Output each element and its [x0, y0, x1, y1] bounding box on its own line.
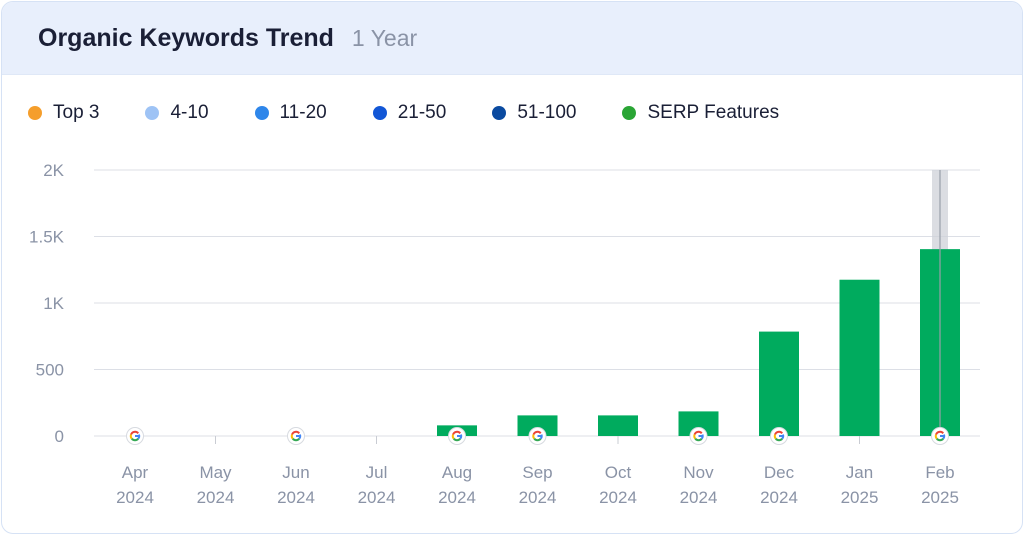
x-tick-label-year: 2024 — [116, 488, 154, 507]
x-tick-label-year: 2024 — [277, 488, 315, 507]
card-header: Organic Keywords Trend 1 Year — [2, 2, 1022, 75]
bar[interactable] — [759, 331, 799, 436]
y-tick-label: 500 — [36, 361, 64, 380]
google-icon[interactable] — [126, 427, 144, 445]
legend-dot-icon — [372, 106, 387, 120]
legend-dot-icon — [28, 106, 42, 120]
x-tick-label-month: Dec — [764, 463, 795, 482]
legend-dot-icon — [622, 106, 637, 120]
legend-label: Top 3 — [53, 102, 100, 123]
legend-item-11-20[interactable]: 11-20 — [254, 102, 327, 124]
legend-item-4-10[interactable]: 4-10 — [145, 102, 209, 124]
x-tick-label-month: Sep — [522, 463, 552, 482]
x-tick-label-year: 2024 — [760, 488, 798, 507]
x-tick-label-year: 2024 — [197, 488, 235, 507]
bar-chart: 0 500 1K 1.5K 2K Apr 2024 May 2024 Jun 2024 Jul 2024… — [29, 161, 980, 507]
google-icon[interactable] — [931, 427, 949, 445]
legend-label: 21-50 — [397, 102, 447, 123]
x-tick-label-month: Nov — [683, 463, 714, 482]
x-tick-label-month: Jun — [282, 463, 309, 482]
google-icon[interactable] — [689, 427, 708, 445]
y-tick-label: 1K — [43, 294, 64, 313]
x-tick-label-month: Aug — [442, 463, 472, 482]
chart-legend: Top 3 4-10 11-20 21-50 51-100 SERP Featu… — [28, 102, 825, 124]
x-tick-label-month: Apr — [122, 463, 149, 482]
y-tick-label: 1.5K — [29, 228, 65, 247]
bar[interactable] — [598, 415, 638, 436]
legend-item-21-50[interactable]: 21-50 — [372, 102, 447, 124]
legend-dot-icon — [492, 106, 507, 120]
legend-item-serp-features[interactable]: SERP Features — [622, 102, 779, 124]
card-title: Organic Keywords Trend — [38, 23, 334, 52]
bar[interactable] — [839, 279, 880, 436]
legend-label: 4-10 — [170, 102, 209, 123]
google-icon[interactable] — [528, 427, 547, 445]
x-tick-label-month: Oct — [605, 463, 632, 482]
period-label[interactable]: 1 Year — [351, 24, 418, 51]
legend-item-51-100[interactable]: 51-100 — [492, 102, 576, 124]
x-tick-label-year: 2024 — [680, 488, 718, 507]
x-tick-label-month: Jul — [366, 463, 388, 482]
y-tick-label: 0 — [55, 427, 64, 446]
x-tick-label-year: 2024 — [438, 488, 476, 507]
x-tick-label-month: Jan — [846, 463, 873, 482]
google-icon[interactable] — [448, 427, 466, 445]
google-icon[interactable] — [287, 427, 305, 445]
legend-label: SERP Features — [647, 102, 780, 123]
x-tick-label-month: Feb — [925, 463, 954, 482]
y-tick-label: 2K — [43, 161, 64, 180]
legend-item-top3[interactable]: Top 3 — [28, 102, 99, 124]
x-tick-label-month: May — [199, 463, 232, 482]
legend-dot-icon — [254, 106, 269, 120]
x-tick-label-year: 2024 — [519, 488, 557, 507]
legend-dot-icon — [145, 106, 160, 120]
x-tick-label-year: 2024 — [599, 488, 637, 507]
legend-label: 51-100 — [517, 102, 577, 123]
x-tick-label-year: 2025 — [841, 488, 879, 507]
legend-label: 11-20 — [279, 102, 327, 123]
x-tick-label-year: 2025 — [921, 488, 959, 507]
bar[interactable] — [517, 415, 558, 436]
google-icon[interactable] — [770, 427, 788, 445]
x-tick-label-year: 2024 — [358, 488, 396, 507]
